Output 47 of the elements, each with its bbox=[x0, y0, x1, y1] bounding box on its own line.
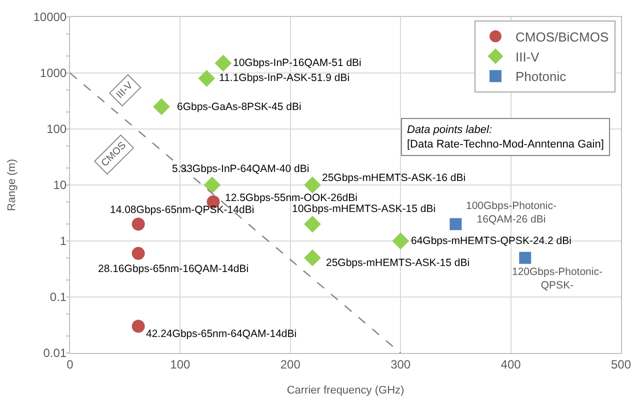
annotation: 100Gbps-Photonic-16QAM-26 dBi bbox=[466, 200, 557, 226]
x-tick-label: 300 bbox=[390, 357, 411, 372]
point bbox=[450, 218, 462, 230]
y-tick-label: 0.01 bbox=[43, 346, 67, 360]
y-axis-title: Range (m) bbox=[6, 159, 18, 211]
y-tick-label: 1000 bbox=[40, 66, 67, 80]
annotation: 28.16Gbps-65nm-16QAM-14dBi bbox=[98, 263, 249, 275]
x-tick-label: 100 bbox=[170, 357, 191, 372]
annotation: 120Gbps-Photonic-QPSK- bbox=[512, 266, 603, 292]
point bbox=[132, 218, 145, 231]
annotation: 5.33Gbps-InP-64QAM-40 dBi bbox=[172, 163, 310, 175]
y-tick-label: 0.1 bbox=[50, 290, 67, 304]
y-tick-label: 100 bbox=[46, 122, 67, 136]
y-tick-label: 10000 bbox=[33, 10, 67, 24]
y-tick-label: 1 bbox=[60, 234, 67, 248]
point bbox=[392, 232, 410, 250]
annotation: 12.5Gbps-55nm-OOK-26dBi bbox=[225, 192, 358, 204]
legend-label: Photonic bbox=[515, 69, 567, 84]
annotation: III-V bbox=[114, 80, 136, 101]
x-tick-label: 500 bbox=[610, 357, 632, 372]
point bbox=[519, 252, 532, 264]
point bbox=[304, 216, 321, 233]
point bbox=[132, 320, 145, 333]
x-tick-label: 0 bbox=[66, 357, 74, 372]
annotation: 14.08Gbps-65nm-QPSK-14dBi bbox=[110, 204, 254, 216]
x-tick-label: 200 bbox=[280, 357, 301, 372]
annotation: Data points label: [Data Rate-Techno-Mod-Anntenna Gain] bbox=[407, 124, 604, 150]
annotation: 25Gbps-mHEMTS-ASK-15 dBi bbox=[326, 257, 470, 269]
annotation: 10Gbps-mHEMTS-ASK-15 dBi bbox=[292, 203, 436, 215]
annotation: 42.24Gbps-65nm-64QAM-14dBi bbox=[146, 328, 297, 340]
annotation: 25Gbps-mHEMTS-ASK-16 dBi bbox=[322, 172, 466, 184]
legend-label: III-V bbox=[515, 49, 540, 64]
point bbox=[214, 54, 232, 72]
annotation: 64Gbps-mHEMTS-QPSK-24.2 dBi bbox=[411, 235, 572, 247]
annotation: 6Gbps-GaAs-8PSK-45 dBi bbox=[177, 101, 302, 113]
x-axis-title: Carrier frequency (GHz) bbox=[286, 384, 404, 397]
point bbox=[153, 98, 170, 116]
y-tick-label: 10 bbox=[53, 178, 67, 192]
point bbox=[304, 249, 321, 266]
point bbox=[198, 70, 216, 87]
annotation: 10Gbps-InP-16QAM-51 dBi bbox=[233, 57, 362, 69]
x-tick-label: 400 bbox=[500, 357, 522, 372]
legend-label: CMOS/BiCMOS bbox=[515, 29, 609, 44]
point bbox=[304, 176, 321, 194]
point bbox=[204, 176, 221, 194]
annotation: 11.1Gbps-InP-ASK-51.9 dBi bbox=[219, 72, 350, 84]
point bbox=[132, 246, 145, 260]
